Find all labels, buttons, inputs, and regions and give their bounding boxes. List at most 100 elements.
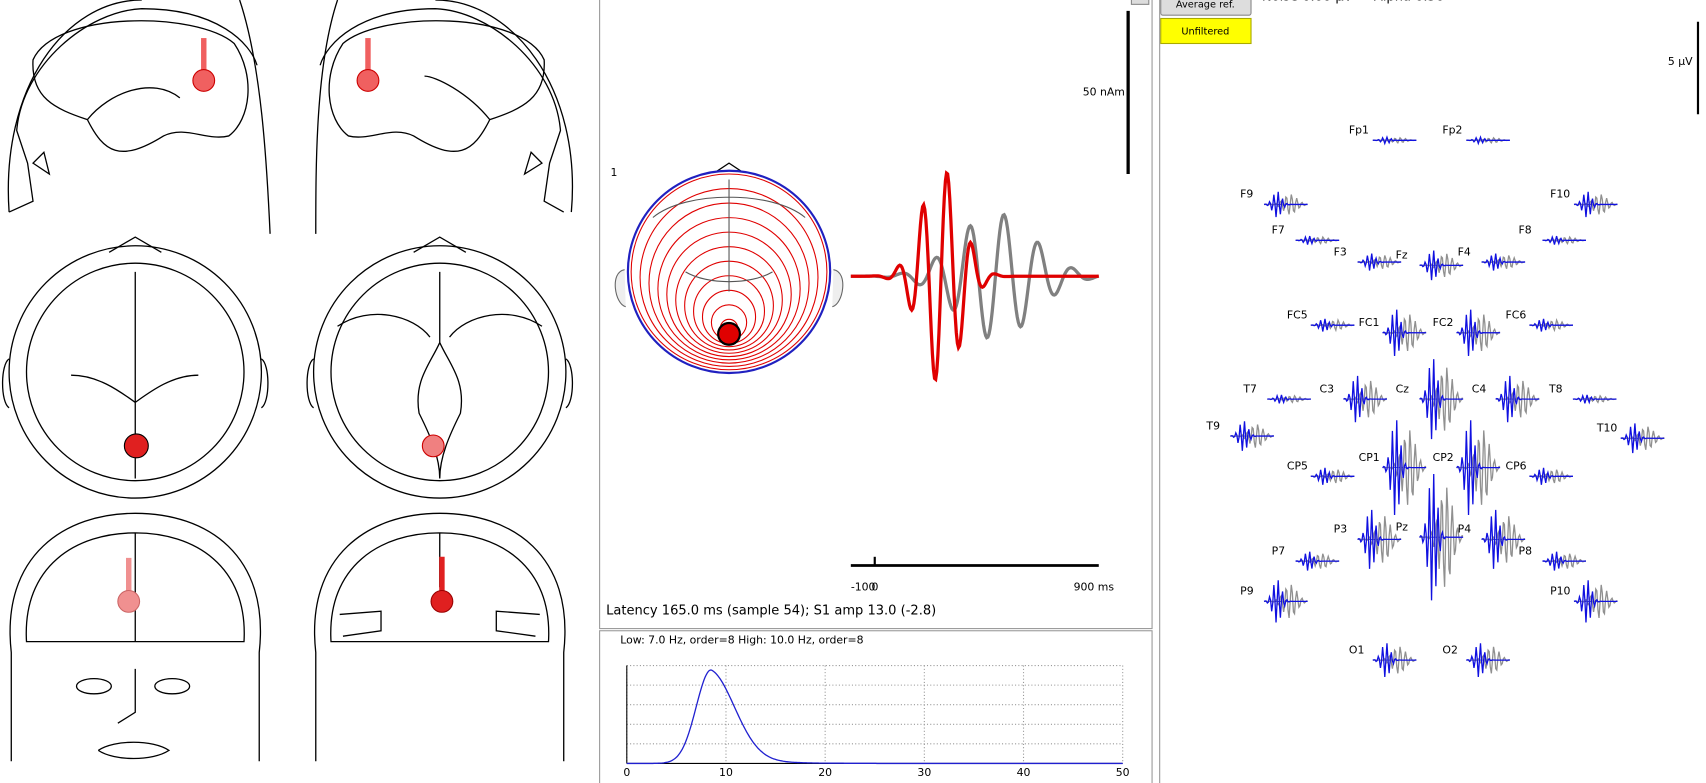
dipole xyxy=(717,321,741,346)
electrode-label: T9 xyxy=(1205,419,1220,432)
electrode-label: FC5 xyxy=(1287,308,1308,321)
trace-blue xyxy=(1573,580,1618,623)
trace-blue xyxy=(1343,375,1387,423)
x-tick-label: 10 xyxy=(719,766,733,779)
trace-blue xyxy=(1419,474,1464,601)
trace-blue xyxy=(1310,467,1355,485)
trace-blue xyxy=(1456,420,1501,516)
electrode-label: FC2 xyxy=(1433,316,1454,329)
electrode-label: Fz xyxy=(1396,249,1408,262)
eeg-traces: Fp1 Fp2 F9 F10 F7 F8 F3 Fz F4 FC5 FC1 FC2 FC6 T7 C3 Cz C… xyxy=(1205,124,1665,678)
head-views xyxy=(1,0,574,762)
dipole xyxy=(356,69,380,92)
average-ref-button[interactable] xyxy=(1160,0,1252,16)
electrode-label: P3 xyxy=(1334,523,1348,536)
trace-blue xyxy=(1372,643,1417,678)
trace-blue xyxy=(1573,191,1618,218)
trace-blue xyxy=(1466,135,1510,146)
trace-blue xyxy=(1456,309,1501,356)
average-ref-label: Average ref. xyxy=(1176,0,1235,10)
trace-blue xyxy=(1263,191,1308,218)
x-tick-label: 50 xyxy=(1116,766,1130,779)
head-outline xyxy=(652,179,806,292)
electrode-label: F4 xyxy=(1458,245,1471,258)
trace-blue xyxy=(1529,467,1573,485)
time-zero-label: 0 xyxy=(871,580,878,593)
x-tick-label: 30 xyxy=(917,766,931,779)
dipole xyxy=(192,69,216,92)
trace-blue xyxy=(1542,551,1586,571)
electrode-label: P8 xyxy=(1519,544,1533,557)
filter-panel xyxy=(599,630,1153,783)
electrode-label: T10 xyxy=(1596,421,1618,434)
electrode-label: F8 xyxy=(1519,224,1532,237)
alpha-label: Alpha 0.50 xyxy=(1374,0,1444,4)
electrode-label: P4 xyxy=(1458,523,1472,536)
electrode-label: T7 xyxy=(1242,382,1257,395)
head-axial-bottom xyxy=(306,236,574,499)
unfiltered-button[interactable] xyxy=(1160,17,1252,45)
trace-blue xyxy=(1481,253,1526,271)
trace-blue xyxy=(1310,318,1355,332)
topomap xyxy=(614,162,844,375)
time-start-label: -100 xyxy=(851,580,876,593)
trace-blue xyxy=(1267,393,1311,405)
electrode-label: C4 xyxy=(1472,382,1487,395)
scale-label: 50 nAm xyxy=(1083,85,1125,98)
status-text: Latency 165.0 ms (sample 54); S1 amp 13.… xyxy=(606,604,936,619)
electrode-label: O1 xyxy=(1349,643,1364,656)
electrode-label: P10 xyxy=(1550,585,1570,598)
electrode-label: T8 xyxy=(1548,382,1563,395)
electrode-label: F10 xyxy=(1550,188,1570,201)
trace-blue xyxy=(1419,359,1464,440)
noise-label: Noise 0.00 µV xyxy=(1262,0,1353,4)
trace-blue xyxy=(1357,253,1402,271)
trace-blue xyxy=(1357,509,1402,569)
trace-blue xyxy=(1230,421,1274,451)
trace-blue xyxy=(1372,135,1417,146)
dipole xyxy=(123,433,149,459)
time-end-label: 900 ms xyxy=(1074,580,1115,593)
electrode-label: C3 xyxy=(1320,382,1335,395)
trace-blue xyxy=(1481,509,1526,569)
electrode-label: Fp1 xyxy=(1349,124,1369,137)
trace-blue xyxy=(1572,393,1617,405)
trace-blue xyxy=(1529,318,1573,332)
dipole xyxy=(421,434,445,458)
source-waveform xyxy=(850,170,1100,383)
x-tick-label: 0 xyxy=(623,766,630,779)
trace-blue xyxy=(1542,234,1586,246)
x-tick-label: 40 xyxy=(1017,766,1031,779)
head-sagittal-right xyxy=(315,0,574,234)
trace-blue xyxy=(1295,234,1340,246)
contour xyxy=(630,173,828,371)
waveform-red xyxy=(850,170,1099,383)
head-axial-top xyxy=(1,236,269,499)
head-sagittal-left xyxy=(7,0,271,234)
electrode-label: P9 xyxy=(1240,585,1254,598)
electrode-label: CP5 xyxy=(1287,460,1308,473)
electrode-label: Fp2 xyxy=(1442,124,1462,137)
electrode-label: Pz xyxy=(1396,520,1409,533)
electrode-label: FC6 xyxy=(1506,308,1527,321)
unfiltered-label: Unfiltered xyxy=(1181,27,1229,38)
filter-response xyxy=(626,669,1123,765)
electrode-label: P7 xyxy=(1272,544,1285,557)
trace-blue xyxy=(1263,580,1308,623)
filter-plot: 0 10 20 30 40 50 xyxy=(623,665,1130,779)
panel-button[interactable] xyxy=(1130,0,1150,5)
x-tick-label: 20 xyxy=(818,766,832,779)
dipole xyxy=(430,589,454,613)
dipole xyxy=(117,589,141,613)
trace-blue xyxy=(1620,423,1665,454)
dipole-label: 1 xyxy=(610,166,617,179)
electrode-label: O2 xyxy=(1442,643,1457,656)
electrode-label: Cz xyxy=(1396,382,1410,395)
eeg-scale-label: 5 µV xyxy=(1668,55,1693,68)
head-coronal-back xyxy=(313,512,566,762)
electrode-label: FC1 xyxy=(1359,316,1380,329)
electrode-label: CP6 xyxy=(1506,460,1527,473)
electrode-label: CP1 xyxy=(1359,451,1380,464)
trace-blue xyxy=(1382,309,1427,356)
